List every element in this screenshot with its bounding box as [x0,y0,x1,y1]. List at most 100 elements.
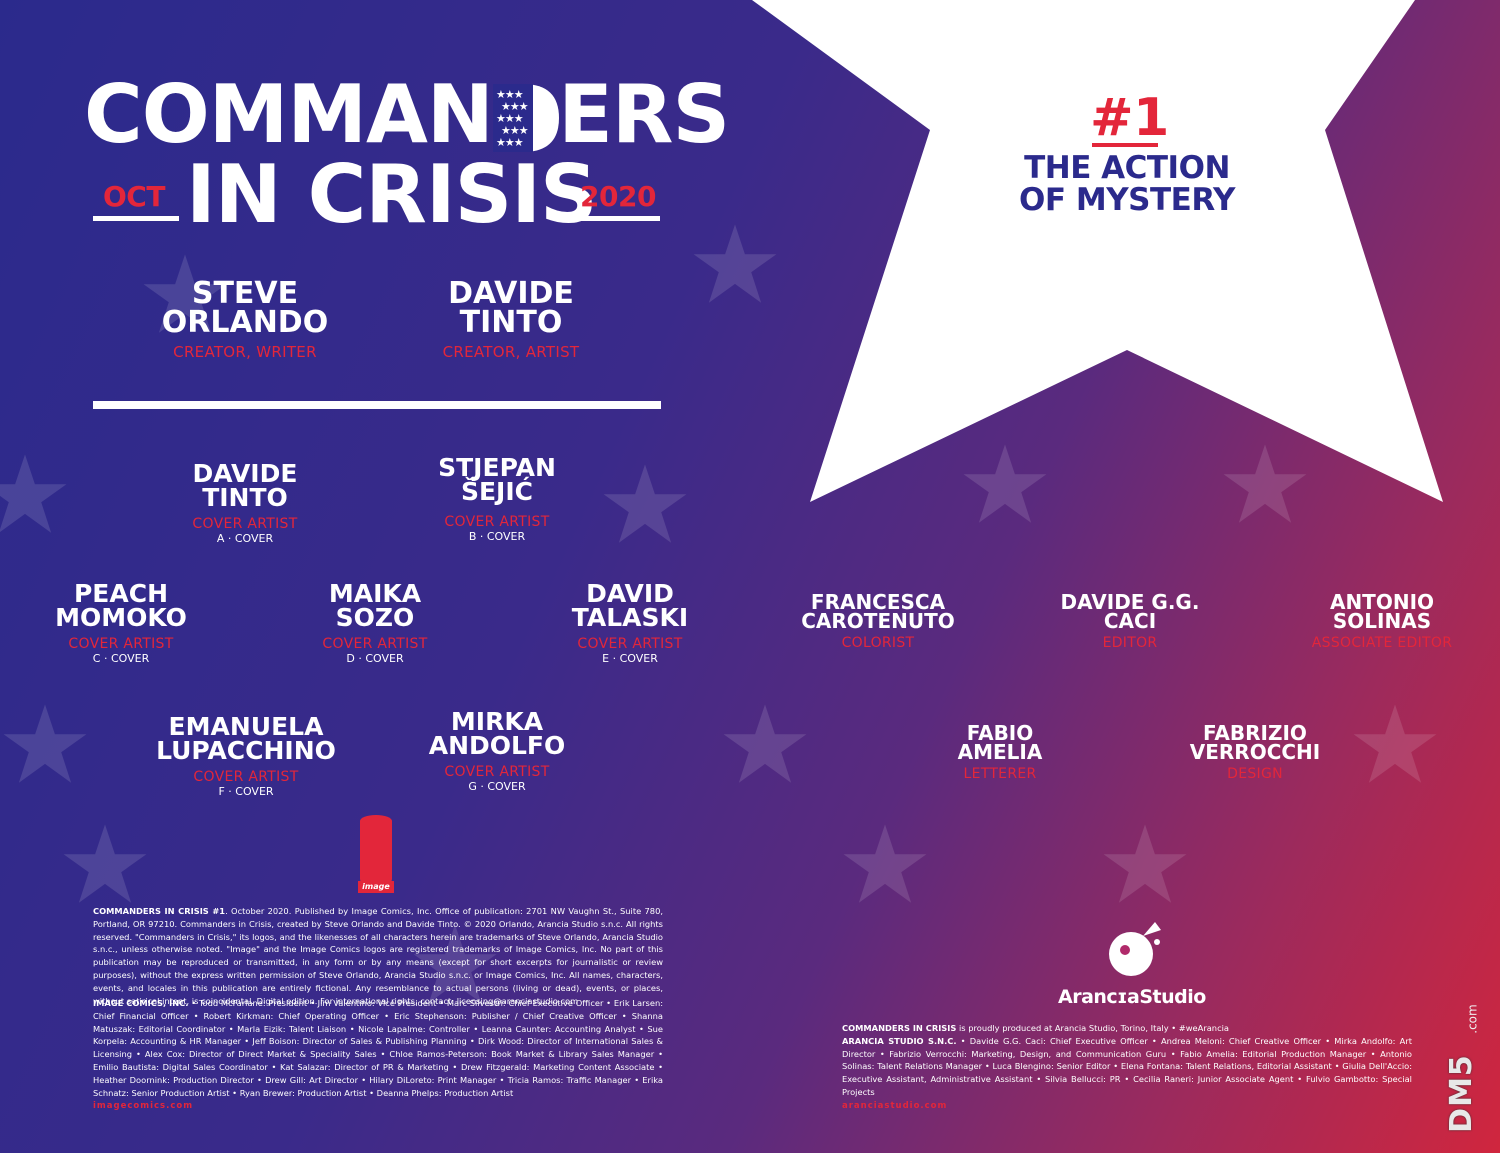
cover-artist-role: COVER ARTIST [192,515,298,532]
logo-rule-left [93,216,179,221]
cover-artist-role: COVER ARTIST [444,763,550,780]
creator-role: CREATOR, WRITER [173,343,317,361]
indicia-title: COMMANDERS IN CRISIS #1 [93,906,226,916]
logo-month: OCT [103,180,165,213]
background-star-icon [410,920,500,1010]
arancia-text: COMMANDERS IN CRISIS is proudly produced… [842,1022,1412,1099]
watermark-sub: .com [1465,1004,1480,1034]
cover-artist-block: MAIKA SOZO COVER ARTIST D · COVER [290,579,460,665]
background-star-icon [1220,440,1310,530]
cover-artist-block: STJEPAN ŠEJIĆ COVER ARTIST B · COVER [412,453,582,543]
creator-block: STEVE ORLANDO CREATOR, WRITER [135,276,355,362]
cover-artist-name: DAVIDE TINTO [192,459,298,512]
background-star-icon [960,440,1050,530]
cover-label: D · COVER [346,651,404,665]
background-star-icon [0,700,90,790]
svg-text:★★★: ★★★ [496,112,524,125]
issue-title: THE ACTION OF MYSTERY [1000,152,1254,216]
cover-artist-role: COVER ARTIST [68,635,174,652]
staff-name: ANTONIO SOLINAS [1329,590,1435,633]
section-divider [93,401,661,409]
arancia-orange-icon [1109,922,1161,976]
cover-artist-name: MIRKA ANDOLFO [428,707,566,760]
stars-letter-icon: ★★★★★★★★★★★★★★★ [492,84,559,152]
cover-artist-block: PEACH MOMOKO COVER ARTIST C · COVER [36,579,206,665]
arancia-title2: ARANCIA STUDIO S.N.C. [842,1035,957,1046]
cover-artist-name: PEACH MOMOKO [55,579,187,632]
image-staff-text: IMAGE COMICS, INC. • Todd McFarlane: Pre… [93,997,663,1099]
cover-artist-name: MAIKA SOZO [328,579,422,632]
logo-title-line1: COMMAND ★★★★★★★★★★★★★★★ ERS [84,72,730,158]
cover-artist-role: COVER ARTIST [577,635,683,652]
svg-text:★★★: ★★★ [501,124,529,137]
issue-number-underline [1092,143,1158,147]
staff-role: DESIGN [1227,766,1283,782]
svg-text:★★★: ★★★ [501,100,529,113]
staff-block: ANTONIO SOLINAS ASSOCIATE EDITOR [1294,590,1470,651]
indicia-text: COMMANDERS IN CRISIS #1. October 2020. P… [93,905,663,1007]
staff-name: FABRIZIO VERROCCHI [1189,721,1321,764]
image-comics-logo: image [358,815,394,893]
cover-label: C · COVER [92,651,150,665]
cover-artist-name: STJEPAN ŠEJIĆ [438,453,556,506]
cover-label: B · COVER [468,529,526,543]
staff-block: DAVIDE G.G. CACI EDITOR [1042,592,1218,651]
staff-block: FABRIZIO VERROCCHI DESIGN [1175,721,1335,782]
cover-artist-role: COVER ARTIST [193,768,299,785]
creator-name: STEVE ORLANDO [161,276,329,340]
staff-name: FABIO AMELIA [957,721,1043,764]
logo-text-b: ERS [558,68,730,161]
svg-text:★★★: ★★★ [496,88,524,101]
staff-role: EDITOR [1102,635,1158,651]
staff-block: FABIO AMELIA LETTERER [920,721,1080,782]
logo-text-a: COMMAN [84,68,494,161]
arancia-body2: • Davide G.G. Caci: Chief Executive Offi… [842,1035,1412,1097]
cover-artist-name: EMANUELA LUPACCHINO [156,712,336,765]
creator-role: CREATOR, ARTIST [442,343,580,361]
cover-label: E · COVER [602,651,658,665]
arancia-studio-logo: ArancɪaStudio [1058,986,1206,1008]
watermark-main: DM5 [1443,1054,1479,1133]
cover-artist-block: DAVIDE TINTO COVER ARTIST A · COVER [160,459,330,545]
staff-name: FRANCESCA CAROTENUTO [801,590,955,633]
staff-role: ASSOCIATE EDITOR [1311,635,1453,651]
logo-rule-right [577,216,660,221]
cover-artist-role: COVER ARTIST [322,635,428,652]
arancia-body1: is proudly produced at Arancia Studio, T… [956,1023,1230,1033]
issue-title-line1: THE ACTION [1024,150,1230,186]
issue-number: #1 [1090,88,1169,148]
creator-block: DAVIDE TINTO CREATOR, ARTIST [401,276,621,362]
creator-name: DAVIDE TINTO [448,276,574,340]
logo-year: 2020 [580,180,656,213]
background-star-icon [60,820,150,910]
background-star-icon [720,700,810,790]
cover-artist-block: MIRKA ANDOLFO COVER ARTIST G · COVER [412,707,582,793]
background-star-icon [840,820,930,910]
cover-label: F · COVER [218,784,274,798]
staff-block: FRANCESCA CAROTENUTO COLORIST [790,590,966,651]
background-star-icon [690,220,780,310]
staff-role: COLORIST [841,635,915,651]
indicia-body: . October 2020. Published by Image Comic… [93,906,663,1006]
image-comics-link[interactable]: imagecomics.com [93,1101,194,1111]
cover-artist-name: DAVID TALASKI [571,579,689,632]
cover-label: A · COVER [216,531,274,545]
background-star-icon [140,250,230,340]
logo-star-d: D ★★★★★★★★★★★★★★★ [492,72,559,158]
image-staff-body: • Todd McFarlane: President • Jim Valent… [93,998,663,1098]
image-logo-text: image [358,881,394,893]
watermark: DM5 .com [1444,1004,1492,1140]
svg-text:★★★: ★★★ [496,136,524,149]
cover-artist-block: DAVID TALASKI COVER ARTIST E · COVER [545,579,715,665]
arancia-title: COMMANDERS IN CRISIS [842,1023,957,1033]
background-star-icon [1350,700,1440,790]
cover-artist-block: EMANUELA LUPACCHINO COVER ARTIST F · COV… [146,712,346,798]
staff-role: LETTERER [963,766,1037,782]
background-star-icon [0,450,70,540]
cover-label: G · COVER [468,779,526,793]
image-staff-title: IMAGE COMICS, INC. [93,998,189,1008]
background-star-icon [600,460,690,550]
arancia-studio-link[interactable]: aranciastudio.com [842,1101,948,1111]
